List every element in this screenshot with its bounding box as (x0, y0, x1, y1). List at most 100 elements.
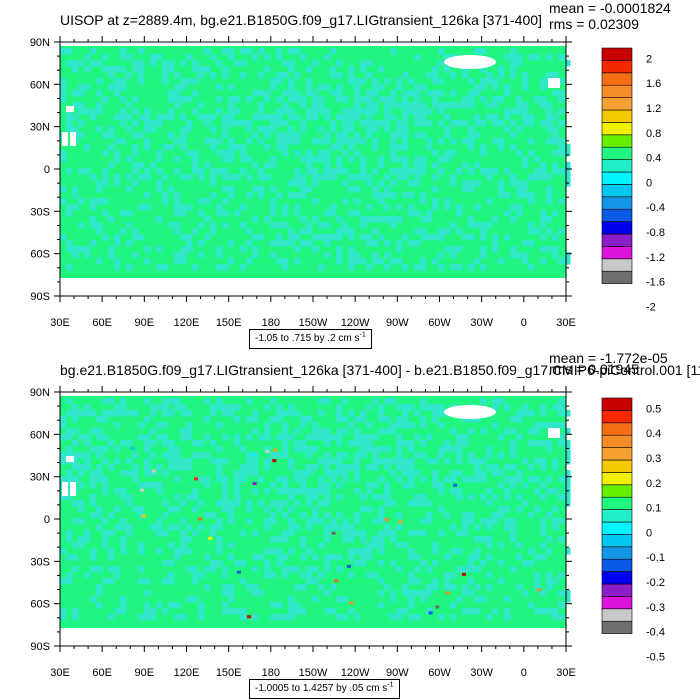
field-cell (546, 422, 553, 429)
contour-info-text: -1.05 to .715 by .2 cm s (255, 333, 360, 344)
colorbar-swatch (601, 246, 633, 260)
field-cell (294, 258, 301, 265)
field-cell (174, 84, 181, 91)
field-cell (414, 264, 421, 271)
field-cell (186, 464, 193, 471)
field-cell (282, 434, 289, 441)
field-cell (90, 410, 97, 417)
field-cell (264, 114, 271, 121)
field-cell (432, 90, 439, 97)
field-cell (198, 114, 205, 121)
field-cell (114, 180, 121, 187)
field-cell (426, 584, 433, 591)
field-cell (210, 512, 217, 519)
field-cell (426, 512, 433, 519)
field-cell (474, 548, 481, 555)
field-cell (390, 428, 397, 435)
field-cell (240, 204, 247, 211)
field-cell (366, 96, 373, 103)
field-cell (474, 120, 481, 127)
field-cell (324, 84, 331, 91)
field-cell (186, 150, 193, 157)
field-cell (306, 156, 313, 163)
field-cell (216, 476, 223, 483)
field-cell (420, 264, 427, 271)
field-cell (162, 500, 169, 507)
field-cell (372, 126, 379, 133)
field-cell (252, 464, 259, 471)
field-cell (150, 452, 157, 459)
field-cell (546, 114, 553, 121)
field-cell (336, 258, 343, 265)
anomaly-speck (428, 611, 433, 615)
field-cell (144, 446, 151, 453)
field-cell (318, 234, 325, 241)
field-cell (438, 156, 445, 163)
colorbar-swatch (601, 484, 633, 498)
field-cell (120, 78, 127, 85)
field-cell (276, 258, 283, 265)
field-cell (426, 434, 433, 441)
field-cell (108, 246, 115, 253)
field-cell (324, 174, 331, 181)
field-cell (396, 102, 403, 109)
field-cell (222, 494, 229, 501)
field-cell (378, 84, 385, 91)
field-cell (108, 554, 115, 561)
field-cell (408, 180, 415, 187)
field-cell (372, 258, 379, 265)
field-cell (360, 222, 367, 229)
field-cell (450, 584, 457, 591)
field-cell (288, 614, 295, 621)
field-cell (486, 554, 493, 561)
field-cell (84, 440, 91, 447)
field-cell (450, 174, 457, 181)
field-cell (498, 66, 505, 73)
field-cell (186, 234, 193, 241)
field-cell (378, 416, 385, 423)
field-cell (546, 536, 553, 543)
field-cell (204, 234, 211, 241)
anomaly-speck (349, 601, 354, 605)
field-cell (144, 108, 151, 115)
field-cell (444, 150, 451, 157)
field-cell (396, 258, 403, 265)
field-cell (384, 240, 391, 247)
field-cell (408, 422, 415, 429)
field-cell (420, 416, 427, 423)
field-cell (486, 222, 493, 229)
field-cell (156, 54, 163, 61)
field-cell (138, 422, 145, 429)
field-cell (420, 114, 427, 121)
field-cell (108, 144, 115, 151)
field-cell (336, 452, 343, 459)
field-cell (522, 120, 529, 127)
field-cell (234, 608, 241, 615)
field-cell (180, 204, 187, 211)
field-cell (456, 530, 463, 537)
field-cell (474, 584, 481, 591)
lat-label: 90N (30, 387, 50, 399)
field-cell (498, 578, 505, 585)
field-cell (180, 132, 187, 139)
field-cell (546, 488, 553, 495)
field-cell (552, 90, 559, 97)
field-cell (264, 464, 271, 471)
field-cell (444, 246, 451, 253)
field-cell (390, 470, 397, 477)
field-cell (114, 240, 121, 247)
field-cell (174, 192, 181, 199)
field-cell (252, 554, 259, 561)
field-cell (414, 96, 421, 103)
field-cell (222, 458, 229, 465)
field-cell (168, 90, 175, 97)
field-cell (558, 78, 565, 85)
field-cell (126, 264, 133, 271)
field-cell (72, 554, 79, 561)
field-cell (552, 464, 559, 471)
field-cell (126, 240, 133, 247)
field-cell (168, 578, 175, 585)
field-cell (240, 264, 247, 271)
field-cell (144, 258, 151, 265)
field-cell (306, 186, 313, 193)
